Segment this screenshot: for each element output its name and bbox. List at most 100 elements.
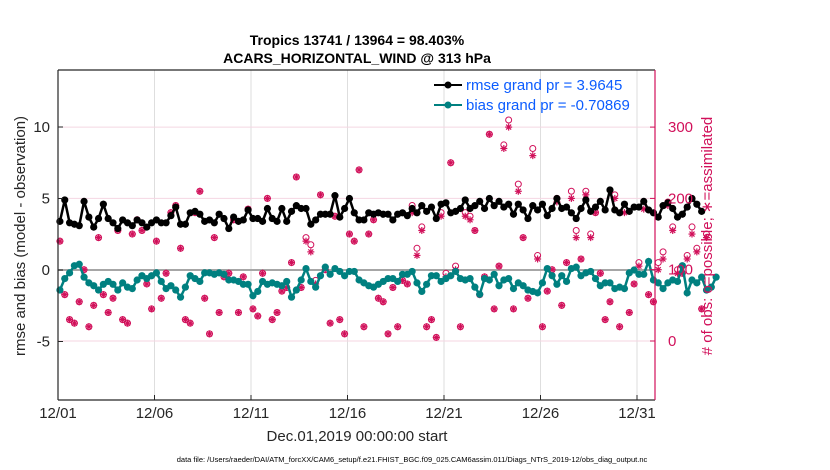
obs-assimilated-marker bbox=[196, 187, 204, 195]
obs-assimilated-marker bbox=[85, 323, 93, 331]
rmse-point bbox=[345, 194, 354, 203]
bias-point bbox=[644, 257, 653, 266]
rmse-point bbox=[172, 203, 180, 211]
axes bbox=[57, 69, 656, 401]
rmse-point bbox=[572, 214, 580, 223]
rmse-point bbox=[567, 209, 575, 217]
rmse-point bbox=[601, 206, 609, 214]
obs-possible-marker bbox=[505, 116, 513, 124]
bias-point bbox=[451, 267, 460, 276]
rmse-point bbox=[538, 200, 547, 208]
rmse-point bbox=[239, 216, 247, 224]
obs-assimilated-marker bbox=[365, 230, 373, 238]
bias-point bbox=[519, 282, 527, 290]
obs-assimilated-marker bbox=[563, 259, 571, 267]
bias-point bbox=[181, 283, 189, 291]
obs-assimilated-marker bbox=[181, 316, 189, 324]
rmse-point bbox=[519, 206, 527, 214]
bias-point bbox=[591, 274, 600, 283]
rmse-point bbox=[408, 204, 416, 213]
bias-point bbox=[678, 262, 686, 270]
obs-assimilated-marker bbox=[268, 316, 276, 324]
bias-point bbox=[341, 272, 349, 280]
obs-assimilated-marker bbox=[292, 173, 300, 181]
obs-assimilated-marker bbox=[432, 333, 440, 341]
bias-point bbox=[712, 273, 720, 281]
rmse-point bbox=[258, 217, 267, 225]
obs-assimilated-marker bbox=[263, 194, 271, 202]
rmse-point bbox=[553, 194, 561, 203]
x-tick-label: 12/16 bbox=[329, 405, 367, 422]
obs-assimilated-marker bbox=[698, 305, 706, 313]
rmse-point bbox=[596, 197, 604, 205]
obs-assimilated-marker bbox=[90, 301, 98, 309]
obs-assimilated-marker bbox=[75, 298, 83, 306]
obs-assimilated-marker bbox=[688, 230, 696, 238]
obs-assimilated-marker bbox=[239, 273, 247, 281]
obs-possible-marker bbox=[654, 259, 662, 267]
rmse-point bbox=[620, 200, 629, 208]
obs-assimilated-marker bbox=[654, 266, 662, 274]
chart-title-line-2: ACARS_HORIZONTAL_WIND @ 313 hPa bbox=[223, 50, 491, 66]
obs-possible-marker bbox=[413, 244, 421, 252]
rmse-point bbox=[688, 194, 696, 203]
rmse-point bbox=[350, 209, 358, 217]
obs-assimilated-marker bbox=[423, 323, 431, 331]
rmse-point bbox=[529, 202, 537, 210]
bias-point bbox=[587, 267, 595, 276]
bias-point bbox=[534, 289, 542, 297]
bias-point bbox=[176, 293, 185, 301]
rmse-point bbox=[456, 204, 465, 213]
rmse-point bbox=[162, 219, 170, 227]
rmse-point bbox=[509, 210, 518, 218]
obs-assimilated-marker bbox=[572, 234, 580, 242]
bias-point bbox=[447, 272, 455, 280]
rmse-point bbox=[505, 200, 513, 208]
chart-title-line-1: Tropics 13741 / 13964 = 98.403% bbox=[250, 32, 465, 48]
x-tick-label: 12/21 bbox=[425, 405, 463, 422]
rmse-point bbox=[461, 196, 469, 204]
bias-point bbox=[408, 267, 416, 276]
rmse-point bbox=[625, 207, 633, 215]
obs-assimilated-marker bbox=[326, 319, 334, 327]
bias-point bbox=[630, 266, 638, 274]
rmse-point bbox=[109, 219, 117, 227]
obs-assimilated-marker bbox=[495, 262, 503, 270]
rmse-point bbox=[61, 196, 69, 204]
y-right-tick-label: 100 bbox=[668, 262, 693, 279]
obs-assimilated-marker bbox=[177, 244, 185, 252]
obs-assimilated-marker bbox=[384, 330, 392, 338]
obs-possible-marker bbox=[514, 180, 522, 188]
bias-point bbox=[693, 279, 701, 287]
rmse-point bbox=[220, 214, 228, 223]
obs-assimilated-marker bbox=[123, 319, 131, 327]
rmse-point bbox=[215, 210, 223, 218]
obs-assimilated-marker bbox=[471, 226, 479, 234]
rmse-point bbox=[413, 209, 421, 217]
bias-point bbox=[249, 292, 257, 300]
obs-assimilated-marker bbox=[630, 280, 638, 288]
obs-assimilated-marker bbox=[109, 294, 117, 302]
bias-point bbox=[128, 284, 136, 293]
obs-assimilated-marker bbox=[625, 308, 633, 316]
rmse-point bbox=[225, 224, 233, 233]
rmse-point bbox=[90, 223, 98, 231]
obs-assimilated-marker bbox=[505, 123, 513, 131]
obs-assimilated-marker bbox=[152, 237, 160, 245]
rmse-point bbox=[389, 216, 397, 224]
obs-possible-marker bbox=[307, 241, 315, 249]
obs-assimilated-marker bbox=[500, 144, 508, 152]
bias-point bbox=[476, 290, 484, 298]
bias-point bbox=[278, 282, 286, 290]
obs-assimilated-marker bbox=[186, 319, 194, 327]
bias-point bbox=[326, 270, 334, 278]
rmse-point bbox=[181, 220, 189, 228]
bias-point bbox=[283, 277, 291, 286]
bias-point bbox=[172, 286, 180, 294]
bias-point bbox=[65, 269, 74, 277]
rmse-point bbox=[85, 213, 93, 221]
obs-assimilated-marker bbox=[529, 152, 537, 160]
bias-point bbox=[90, 282, 98, 290]
bias-point bbox=[297, 276, 305, 284]
y-right-tick-label: 200 bbox=[668, 190, 693, 207]
